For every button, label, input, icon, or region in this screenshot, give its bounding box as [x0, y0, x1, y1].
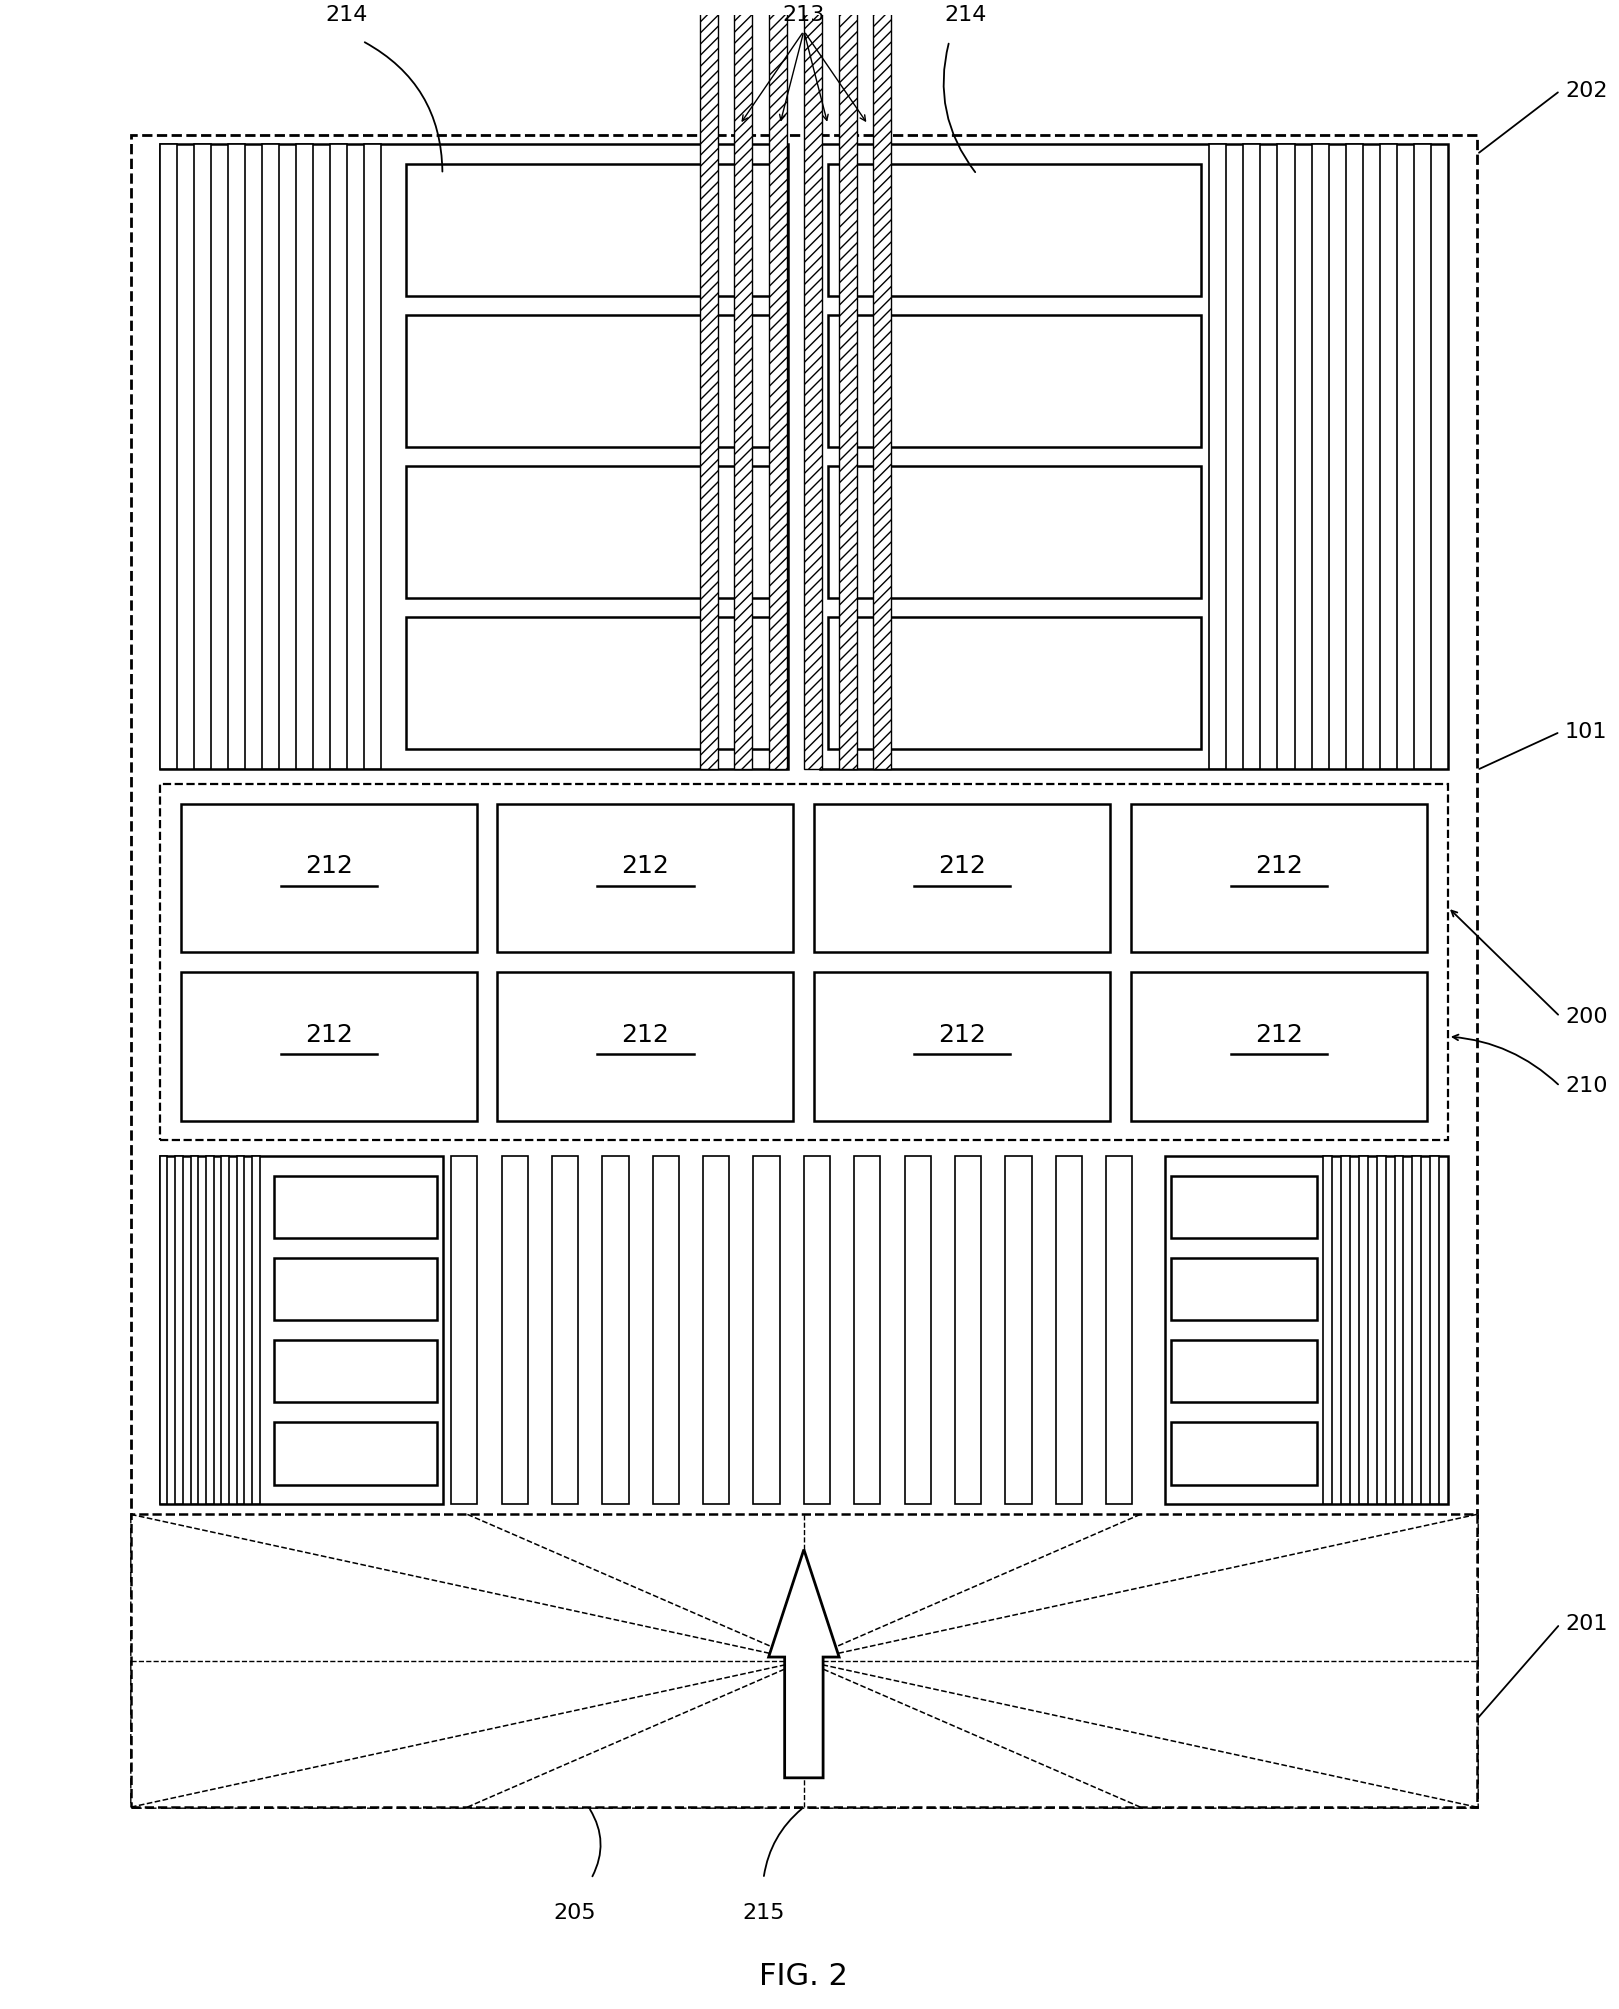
- Bar: [827, 315, 1201, 446]
- Bar: [1413, 145, 1431, 769]
- Bar: [262, 145, 278, 769]
- Text: 101: 101: [1566, 721, 1608, 741]
- Text: FIG. 2: FIG. 2: [759, 1963, 848, 1991]
- Bar: [452, 1157, 478, 1505]
- Bar: [160, 145, 788, 769]
- Bar: [253, 1157, 259, 1505]
- Bar: [131, 135, 1477, 1808]
- Bar: [652, 1157, 678, 1505]
- Text: 202: 202: [1566, 80, 1608, 100]
- Bar: [406, 617, 780, 749]
- Bar: [1209, 145, 1226, 769]
- Bar: [819, 145, 1447, 769]
- Text: 212: 212: [939, 854, 986, 878]
- Bar: [1345, 145, 1363, 769]
- Text: 212: 212: [622, 1023, 669, 1047]
- Bar: [160, 145, 176, 769]
- Text: 210: 210: [1566, 1077, 1608, 1097]
- Bar: [839, 0, 856, 769]
- Bar: [194, 145, 210, 769]
- Bar: [827, 466, 1201, 597]
- Bar: [1171, 1258, 1316, 1320]
- Text: 214: 214: [325, 4, 368, 24]
- Bar: [364, 145, 382, 769]
- Text: 215: 215: [742, 1903, 785, 1923]
- Bar: [1171, 1340, 1316, 1402]
- Bar: [222, 1157, 228, 1505]
- Bar: [905, 1157, 931, 1505]
- Bar: [827, 165, 1201, 295]
- Bar: [274, 1422, 437, 1485]
- Bar: [1164, 1157, 1447, 1505]
- Bar: [602, 1157, 628, 1505]
- Bar: [330, 145, 348, 769]
- Bar: [160, 1157, 167, 1505]
- Bar: [1277, 145, 1295, 769]
- Bar: [406, 466, 780, 597]
- Text: 212: 212: [1255, 854, 1303, 878]
- Bar: [1379, 145, 1397, 769]
- Bar: [406, 315, 780, 446]
- Bar: [699, 0, 717, 769]
- Bar: [827, 617, 1201, 749]
- Bar: [497, 804, 793, 952]
- Bar: [236, 1157, 244, 1505]
- Text: 212: 212: [622, 854, 669, 878]
- Bar: [814, 804, 1111, 952]
- Bar: [296, 145, 312, 769]
- Bar: [703, 1157, 729, 1505]
- Bar: [175, 1157, 183, 1505]
- Bar: [1376, 1157, 1386, 1505]
- Bar: [805, 1157, 831, 1505]
- Text: 205: 205: [554, 1903, 596, 1923]
- Bar: [1005, 1157, 1031, 1505]
- Bar: [769, 0, 787, 769]
- Bar: [181, 804, 476, 952]
- Bar: [814, 972, 1111, 1121]
- Bar: [191, 1157, 198, 1505]
- Bar: [1056, 1157, 1081, 1505]
- Bar: [1243, 145, 1261, 769]
- Bar: [1171, 1422, 1316, 1485]
- Text: 214: 214: [944, 4, 986, 24]
- Bar: [502, 1157, 528, 1505]
- Bar: [1132, 804, 1426, 952]
- Text: 212: 212: [304, 854, 353, 878]
- Bar: [1323, 1157, 1332, 1505]
- Bar: [1430, 1157, 1439, 1505]
- Bar: [805, 0, 822, 769]
- Bar: [1358, 1157, 1368, 1505]
- Bar: [206, 1157, 214, 1505]
- Text: 212: 212: [1255, 1023, 1303, 1047]
- Text: 200: 200: [1566, 1007, 1608, 1027]
- Bar: [1341, 1157, 1350, 1505]
- Bar: [1171, 1177, 1316, 1238]
- Polygon shape: [769, 1549, 839, 1778]
- Bar: [131, 1515, 1477, 1808]
- Bar: [855, 1157, 881, 1505]
- Bar: [160, 784, 1447, 1141]
- Bar: [181, 972, 476, 1121]
- Text: 212: 212: [939, 1023, 986, 1047]
- Bar: [873, 0, 892, 769]
- Bar: [274, 1340, 437, 1402]
- Bar: [955, 1157, 981, 1505]
- Bar: [1106, 1157, 1132, 1505]
- Bar: [406, 165, 780, 295]
- Text: 212: 212: [304, 1023, 353, 1047]
- Bar: [552, 1157, 578, 1505]
- Bar: [1132, 972, 1426, 1121]
- Text: 201: 201: [1566, 1613, 1608, 1633]
- Text: 213: 213: [782, 4, 826, 24]
- Bar: [497, 972, 793, 1121]
- Bar: [1394, 1157, 1404, 1505]
- Bar: [1311, 145, 1329, 769]
- Bar: [274, 1177, 437, 1238]
- Bar: [753, 1157, 780, 1505]
- Bar: [228, 145, 244, 769]
- Bar: [160, 1157, 444, 1505]
- Bar: [735, 0, 753, 769]
- Bar: [1412, 1157, 1421, 1505]
- Bar: [274, 1258, 437, 1320]
